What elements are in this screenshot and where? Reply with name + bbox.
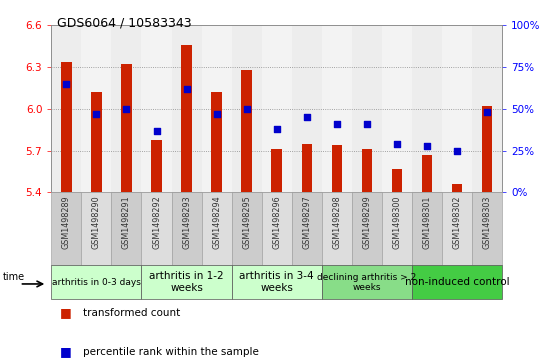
Point xyxy=(212,111,221,117)
Bar xyxy=(51,265,141,299)
Bar xyxy=(472,25,502,192)
Bar xyxy=(201,25,232,192)
Point xyxy=(152,128,161,134)
Bar xyxy=(211,92,222,192)
Bar xyxy=(232,25,262,192)
Text: transformed count: transformed count xyxy=(83,307,180,318)
Text: non-induced control: non-induced control xyxy=(405,277,509,287)
Bar xyxy=(51,25,82,192)
Point xyxy=(362,121,371,127)
Bar xyxy=(292,192,322,265)
Bar xyxy=(232,265,322,299)
Text: GSM1498290: GSM1498290 xyxy=(92,195,101,249)
Bar xyxy=(412,25,442,192)
Bar xyxy=(412,265,502,299)
Text: ■: ■ xyxy=(60,345,72,358)
Bar xyxy=(141,192,172,265)
Point xyxy=(302,114,311,120)
Text: GSM1498303: GSM1498303 xyxy=(483,195,491,249)
Text: GSM1498294: GSM1498294 xyxy=(212,195,221,249)
Point xyxy=(92,111,101,117)
Point xyxy=(333,121,341,127)
Bar xyxy=(301,144,312,192)
Bar xyxy=(322,192,352,265)
Bar xyxy=(172,25,201,192)
Bar xyxy=(322,265,412,299)
Bar xyxy=(422,155,433,192)
Point xyxy=(483,109,491,115)
Point xyxy=(182,86,191,92)
Bar xyxy=(292,25,322,192)
Bar xyxy=(482,106,492,192)
Bar xyxy=(82,192,111,265)
Text: GSM1498299: GSM1498299 xyxy=(362,195,372,249)
Text: GSM1498295: GSM1498295 xyxy=(242,195,251,249)
Bar xyxy=(352,25,382,192)
Text: GSM1498297: GSM1498297 xyxy=(302,195,311,249)
Bar xyxy=(382,25,412,192)
Point xyxy=(242,106,251,112)
Bar xyxy=(172,192,201,265)
Point xyxy=(122,106,131,112)
Bar xyxy=(472,192,502,265)
Text: arthritis in 3-4
weeks: arthritis in 3-4 weeks xyxy=(239,272,314,293)
Bar xyxy=(382,192,412,265)
Text: GSM1498298: GSM1498298 xyxy=(332,195,341,249)
Text: GSM1498291: GSM1498291 xyxy=(122,195,131,249)
Text: arthritis in 1-2
weeks: arthritis in 1-2 weeks xyxy=(149,272,224,293)
Text: ■: ■ xyxy=(60,306,72,319)
Point xyxy=(273,126,281,132)
Text: GDS6064 / 10583343: GDS6064 / 10583343 xyxy=(57,16,191,29)
Bar xyxy=(61,62,72,192)
Bar xyxy=(111,192,141,265)
Bar xyxy=(272,149,282,192)
Text: GSM1498296: GSM1498296 xyxy=(272,195,281,249)
Bar xyxy=(151,139,162,192)
Bar xyxy=(362,149,372,192)
Bar xyxy=(262,192,292,265)
Text: time: time xyxy=(3,272,25,282)
Text: GSM1498301: GSM1498301 xyxy=(422,195,431,249)
Bar xyxy=(141,25,172,192)
Bar xyxy=(111,25,141,192)
Bar xyxy=(442,192,472,265)
Bar xyxy=(262,25,292,192)
Text: GSM1498289: GSM1498289 xyxy=(62,195,71,249)
Bar xyxy=(232,192,262,265)
Bar xyxy=(412,192,442,265)
Bar xyxy=(322,25,352,192)
Text: declining arthritis > 2
weeks: declining arthritis > 2 weeks xyxy=(318,273,416,292)
Bar xyxy=(121,64,132,192)
Text: arthritis in 0-3 days: arthritis in 0-3 days xyxy=(52,278,141,287)
Text: GSM1498292: GSM1498292 xyxy=(152,195,161,249)
Point xyxy=(423,143,431,148)
Text: GSM1498300: GSM1498300 xyxy=(393,195,401,249)
Bar xyxy=(352,192,382,265)
Text: percentile rank within the sample: percentile rank within the sample xyxy=(83,347,259,357)
Bar xyxy=(82,25,111,192)
Bar xyxy=(442,25,472,192)
Point xyxy=(453,148,461,154)
Bar xyxy=(141,265,232,299)
Bar xyxy=(392,169,402,192)
Bar xyxy=(181,45,192,192)
Bar xyxy=(241,70,252,192)
Bar xyxy=(91,92,102,192)
Bar xyxy=(452,184,462,192)
Bar xyxy=(332,145,342,192)
Text: GSM1498302: GSM1498302 xyxy=(453,195,462,249)
Bar xyxy=(51,192,82,265)
Bar xyxy=(201,192,232,265)
Point xyxy=(62,81,71,87)
Point xyxy=(393,141,401,147)
Text: GSM1498293: GSM1498293 xyxy=(182,195,191,249)
